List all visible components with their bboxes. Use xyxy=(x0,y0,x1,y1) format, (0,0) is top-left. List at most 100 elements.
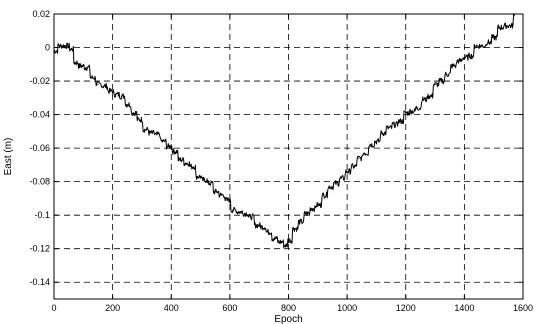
data-point xyxy=(85,67,87,69)
data-point xyxy=(103,85,105,87)
y-tick-label: 0.02 xyxy=(32,9,50,19)
data-point xyxy=(65,45,67,47)
data-point xyxy=(138,119,140,121)
data-point xyxy=(346,170,348,173)
data-point xyxy=(481,45,483,47)
data-point xyxy=(504,25,507,27)
data-point xyxy=(150,132,152,134)
data-point xyxy=(70,48,73,50)
data-point xyxy=(161,140,164,143)
data-point xyxy=(422,98,424,101)
data-point xyxy=(452,65,454,67)
tick-layer: 0 200 400 600 800 1000 1200 1400 1600 0.02 0 -0.02 -… xyxy=(29,9,533,313)
y-axis-label: East (m) xyxy=(3,138,14,176)
east-series-line xyxy=(53,13,515,249)
data-point xyxy=(173,150,175,153)
data-point xyxy=(91,77,93,79)
data-point xyxy=(475,45,477,47)
y-tick-label: -0.12 xyxy=(29,244,50,254)
data-point xyxy=(364,152,366,154)
data-point xyxy=(220,194,222,196)
data-point xyxy=(457,60,460,62)
data-point xyxy=(446,73,448,75)
y-tick-label: -0.14 xyxy=(29,277,50,287)
data-point xyxy=(249,216,251,218)
data-point xyxy=(167,145,169,148)
data-point xyxy=(197,176,199,178)
data-point xyxy=(185,162,187,164)
data-point xyxy=(440,80,442,82)
data-point xyxy=(109,90,111,92)
data-point xyxy=(311,207,313,210)
data-point xyxy=(469,55,471,57)
data-point xyxy=(73,62,76,64)
x-tick-label: 1200 xyxy=(396,303,416,313)
data-point xyxy=(340,177,342,179)
data-point xyxy=(243,212,246,215)
data-point xyxy=(261,226,263,228)
x-tick-label: 800 xyxy=(281,303,296,313)
data-point xyxy=(434,83,436,86)
y-tick-label: -0.06 xyxy=(29,143,50,153)
data-point xyxy=(273,238,275,240)
y-tick-label: -0.04 xyxy=(29,110,50,120)
data-point xyxy=(120,95,123,97)
y-tick-label: -0.02 xyxy=(29,76,50,86)
data-point xyxy=(510,25,512,27)
data-point xyxy=(317,204,319,206)
y-tick-label: 0 xyxy=(45,43,50,53)
x-tick-label: 1400 xyxy=(454,303,474,313)
data-point xyxy=(328,186,331,188)
data-point xyxy=(214,191,216,193)
data-point xyxy=(226,199,228,201)
data-point xyxy=(299,221,301,223)
data-point xyxy=(202,179,205,181)
x-tick-label: 0 xyxy=(51,303,56,313)
data-point xyxy=(232,209,234,211)
data-point xyxy=(375,140,378,143)
data-point xyxy=(387,127,389,129)
data-point xyxy=(97,83,99,86)
data-point xyxy=(393,124,395,126)
data-point xyxy=(411,110,413,112)
y-tick-label: -0.1 xyxy=(34,210,50,220)
data-point xyxy=(114,93,117,96)
data-point xyxy=(255,224,257,226)
data-point xyxy=(352,165,354,168)
data-point xyxy=(493,36,495,39)
series-layer xyxy=(53,13,515,249)
data-point xyxy=(513,15,515,17)
data-point xyxy=(59,45,61,47)
data-point xyxy=(399,120,401,122)
data-point xyxy=(305,212,307,215)
y-tick-label: -0.08 xyxy=(29,177,50,187)
data-point xyxy=(238,211,240,213)
x-axis-label: Epoch xyxy=(274,314,302,324)
data-point xyxy=(381,132,383,134)
data-point xyxy=(284,244,287,246)
grid-layer xyxy=(54,14,523,299)
data-point xyxy=(487,41,489,44)
x-tick-label: 200 xyxy=(105,303,120,313)
data-point xyxy=(498,26,501,29)
data-point xyxy=(208,182,210,184)
data-point xyxy=(155,134,158,136)
data-point xyxy=(267,231,269,233)
data-point xyxy=(463,56,465,59)
data-point xyxy=(191,165,193,168)
x-tick-label: 1600 xyxy=(513,303,533,313)
data-point xyxy=(79,65,81,67)
data-point xyxy=(132,112,134,114)
data-point xyxy=(293,227,295,230)
data-point xyxy=(126,103,128,106)
data-point xyxy=(416,107,419,109)
data-point xyxy=(334,182,336,184)
data-point xyxy=(405,112,407,114)
data-point xyxy=(358,157,360,159)
data-point xyxy=(179,159,181,161)
data-point xyxy=(428,95,430,97)
x-tick-label: 1000 xyxy=(337,303,357,313)
data-point xyxy=(279,241,281,243)
data-point xyxy=(144,129,146,131)
